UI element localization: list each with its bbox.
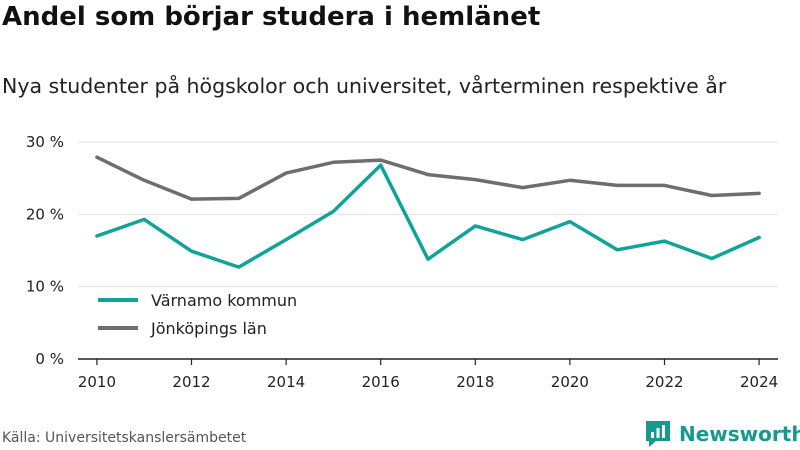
x-tick-label: 2024 — [740, 373, 778, 391]
y-tick-label: 0 % — [35, 350, 64, 368]
y-tick-label: 20 % — [26, 205, 64, 223]
line-chart: 0 % 10 % 20 % 30 % 2010 2012 2014 2016 2018 2020… — [26, 133, 778, 391]
brand-logo: Newsworthy — [644, 419, 800, 449]
y-axis: 0 % 10 % 20 % 30 % — [26, 133, 64, 368]
grid-lines — [78, 141, 778, 288]
x-tick-label: 2022 — [645, 373, 683, 391]
legend: Värnamo kommun Jönköpings län — [98, 291, 297, 338]
x-tick-label: 2010 — [78, 373, 116, 391]
y-tick-label: 30 % — [26, 133, 64, 151]
y-tick-label: 10 % — [26, 278, 64, 296]
x-tick-label: 2018 — [456, 373, 494, 391]
series-lines — [95, 155, 761, 269]
legend-label: Värnamo kommun — [151, 291, 297, 310]
x-tick-label: 2014 — [267, 373, 305, 391]
x-axis: 2010 2012 2014 2016 2018 2020 2022 2024 — [78, 358, 778, 391]
series-line-varnamo — [95, 163, 761, 269]
legend-label: Jönköpings län — [150, 319, 267, 338]
x-tick-label: 2012 — [172, 373, 210, 391]
newsworthy-logo-icon — [646, 421, 670, 447]
chart-subtitle: Nya studenter på högskolor och universit… — [2, 74, 727, 98]
chart-title: Andel som börjar studera i hemlänet — [2, 2, 541, 32]
brand-name: Newsworthy — [679, 422, 800, 446]
source-note: Källa: Universitetskanslersämbetet — [2, 430, 247, 446]
x-tick-label: 2016 — [362, 373, 400, 391]
series-line-jonkoping — [95, 155, 761, 201]
x-tick-label: 2020 — [551, 373, 589, 391]
